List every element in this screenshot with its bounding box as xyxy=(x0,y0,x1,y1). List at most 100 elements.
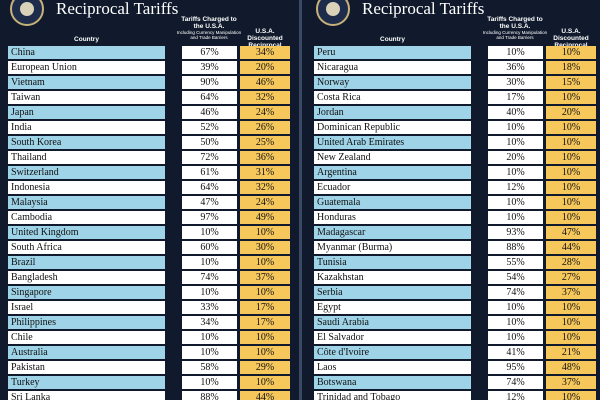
country-cell: Japan xyxy=(8,106,165,119)
discounted-cell: 49% xyxy=(240,211,290,224)
charged-cell: 10% xyxy=(182,256,237,269)
charged-cell: 60% xyxy=(182,241,237,254)
charged-cell: 97% xyxy=(182,211,237,224)
charged-cell: 10% xyxy=(488,166,543,179)
country-cell: Malaysia xyxy=(8,196,165,209)
discounted-cell: 48% xyxy=(546,361,596,374)
discounted-cell: 24% xyxy=(240,196,290,209)
country-cell: Dominican Republic xyxy=(314,121,471,134)
country-cell: Peru xyxy=(314,46,471,59)
charged-cell: 72% xyxy=(182,151,237,164)
country-cell: Turkey xyxy=(8,376,165,389)
country-cell: Laos xyxy=(314,361,471,374)
discounted-cell: 10% xyxy=(546,196,596,209)
discounted-cell: 37% xyxy=(240,271,290,284)
charged-cell: 10% xyxy=(182,226,237,239)
discounted-cell: 10% xyxy=(546,121,596,134)
discounted-cell: 26% xyxy=(240,121,290,134)
country-cell: Nicaragua xyxy=(314,61,471,74)
country-cell: Indonesia xyxy=(8,181,165,194)
divider xyxy=(299,0,302,400)
panel: Reciprocal Tariffs Country Tariffs Charged… xyxy=(0,0,292,400)
discounted-cell: 28% xyxy=(546,256,596,269)
discounted-cell: 27% xyxy=(546,271,596,284)
charged-cell: 74% xyxy=(182,271,237,284)
discounted-cell: 10% xyxy=(240,226,290,239)
country-cell: Côte d'Ivoire xyxy=(314,346,471,359)
country-cell: Tunisia xyxy=(314,256,471,269)
charged-cell: 40% xyxy=(488,106,543,119)
country-cell: Taiwan xyxy=(8,91,165,104)
charged-cell: 20% xyxy=(488,151,543,164)
charged-cell: 10% xyxy=(488,196,543,209)
charged-cell: 64% xyxy=(182,91,237,104)
charged-header-text: Tariffs Charged to the U.S.A. xyxy=(181,16,237,30)
seal xyxy=(10,0,44,26)
discounted-cell: 30% xyxy=(240,241,290,254)
charged-cell: 95% xyxy=(488,361,543,374)
title: Reciprocal Tariffs xyxy=(362,0,485,18)
country-cell: Brazil xyxy=(8,256,165,269)
country-header: Country xyxy=(74,36,99,43)
country-cell: Myanmar (Burma) xyxy=(314,241,471,254)
discounted-cell: 10% xyxy=(546,211,596,224)
charged-cell: 54% xyxy=(488,271,543,284)
country-cell: Thailand xyxy=(8,151,165,164)
country-cell: El Salvador xyxy=(314,331,471,344)
discounted-cell: 36% xyxy=(240,151,290,164)
charged-header-note: Including Currency Manipulation and Trad… xyxy=(482,30,548,40)
charged-cell: 10% xyxy=(488,331,543,344)
country-cell: Australia xyxy=(8,346,165,359)
charged-cell: 10% xyxy=(488,121,543,134)
country-cell: Guatemala xyxy=(314,196,471,209)
charged-cell: 46% xyxy=(182,106,237,119)
discounted-cell: 32% xyxy=(240,181,290,194)
country-cell: Vietnam xyxy=(8,76,165,89)
discounted-cell: 46% xyxy=(240,76,290,89)
discounted-cell: 24% xyxy=(240,106,290,119)
discounted-cell: 18% xyxy=(546,61,596,74)
country-header: Country xyxy=(380,36,405,43)
charged-cell: 93% xyxy=(488,226,543,239)
country-cell: European Union xyxy=(8,61,165,74)
charged-cell: 12% xyxy=(488,391,543,400)
discounted-cell: 10% xyxy=(240,376,290,389)
country-cell: Serbia xyxy=(314,286,471,299)
charged-cell: 10% xyxy=(182,286,237,299)
country-cell: Saudi Arabia xyxy=(314,316,471,329)
country-cell: Argentina xyxy=(314,166,471,179)
charged-cell: 67% xyxy=(182,46,237,59)
discounted-cell: 15% xyxy=(546,76,596,89)
charged-cell: 88% xyxy=(488,241,543,254)
country-cell: India xyxy=(8,121,165,134)
charged-cell: 39% xyxy=(182,61,237,74)
discounted-cell: 10% xyxy=(240,286,290,299)
discounted-cell: 10% xyxy=(546,46,596,59)
country-cell: Cambodia xyxy=(8,211,165,224)
charged-cell: 10% xyxy=(182,331,237,344)
discounted-cell: 31% xyxy=(240,166,290,179)
discounted-cell: 21% xyxy=(546,346,596,359)
charged-cell: 61% xyxy=(182,166,237,179)
country-cell: Honduras xyxy=(314,211,471,224)
charged-cell: 64% xyxy=(182,181,237,194)
country-cell: Philippines xyxy=(8,316,165,329)
charged-header-text: Tariffs Charged to the U.S.A. xyxy=(487,16,543,30)
charged-cell: 47% xyxy=(182,196,237,209)
country-cell: South Africa xyxy=(8,241,165,254)
charged-cell: 74% xyxy=(488,286,543,299)
country-cell: Switzerland xyxy=(8,166,165,179)
discounted-cell: 10% xyxy=(546,151,596,164)
charged-cell: 52% xyxy=(182,121,237,134)
country-cell: United Arab Emirates xyxy=(314,136,471,149)
discounted-cell: 37% xyxy=(546,286,596,299)
charged-cell: 10% xyxy=(488,301,543,314)
discounted-cell: 10% xyxy=(546,166,596,179)
charged-cell: 10% xyxy=(182,346,237,359)
charged-cell: 90% xyxy=(182,76,237,89)
discounted-cell: 10% xyxy=(240,256,290,269)
country-cell: Israel xyxy=(8,301,165,314)
country-cell: Bangladesh xyxy=(8,271,165,284)
charged-header: Tariffs Charged to the U.S.A. Including C… xyxy=(176,16,242,40)
